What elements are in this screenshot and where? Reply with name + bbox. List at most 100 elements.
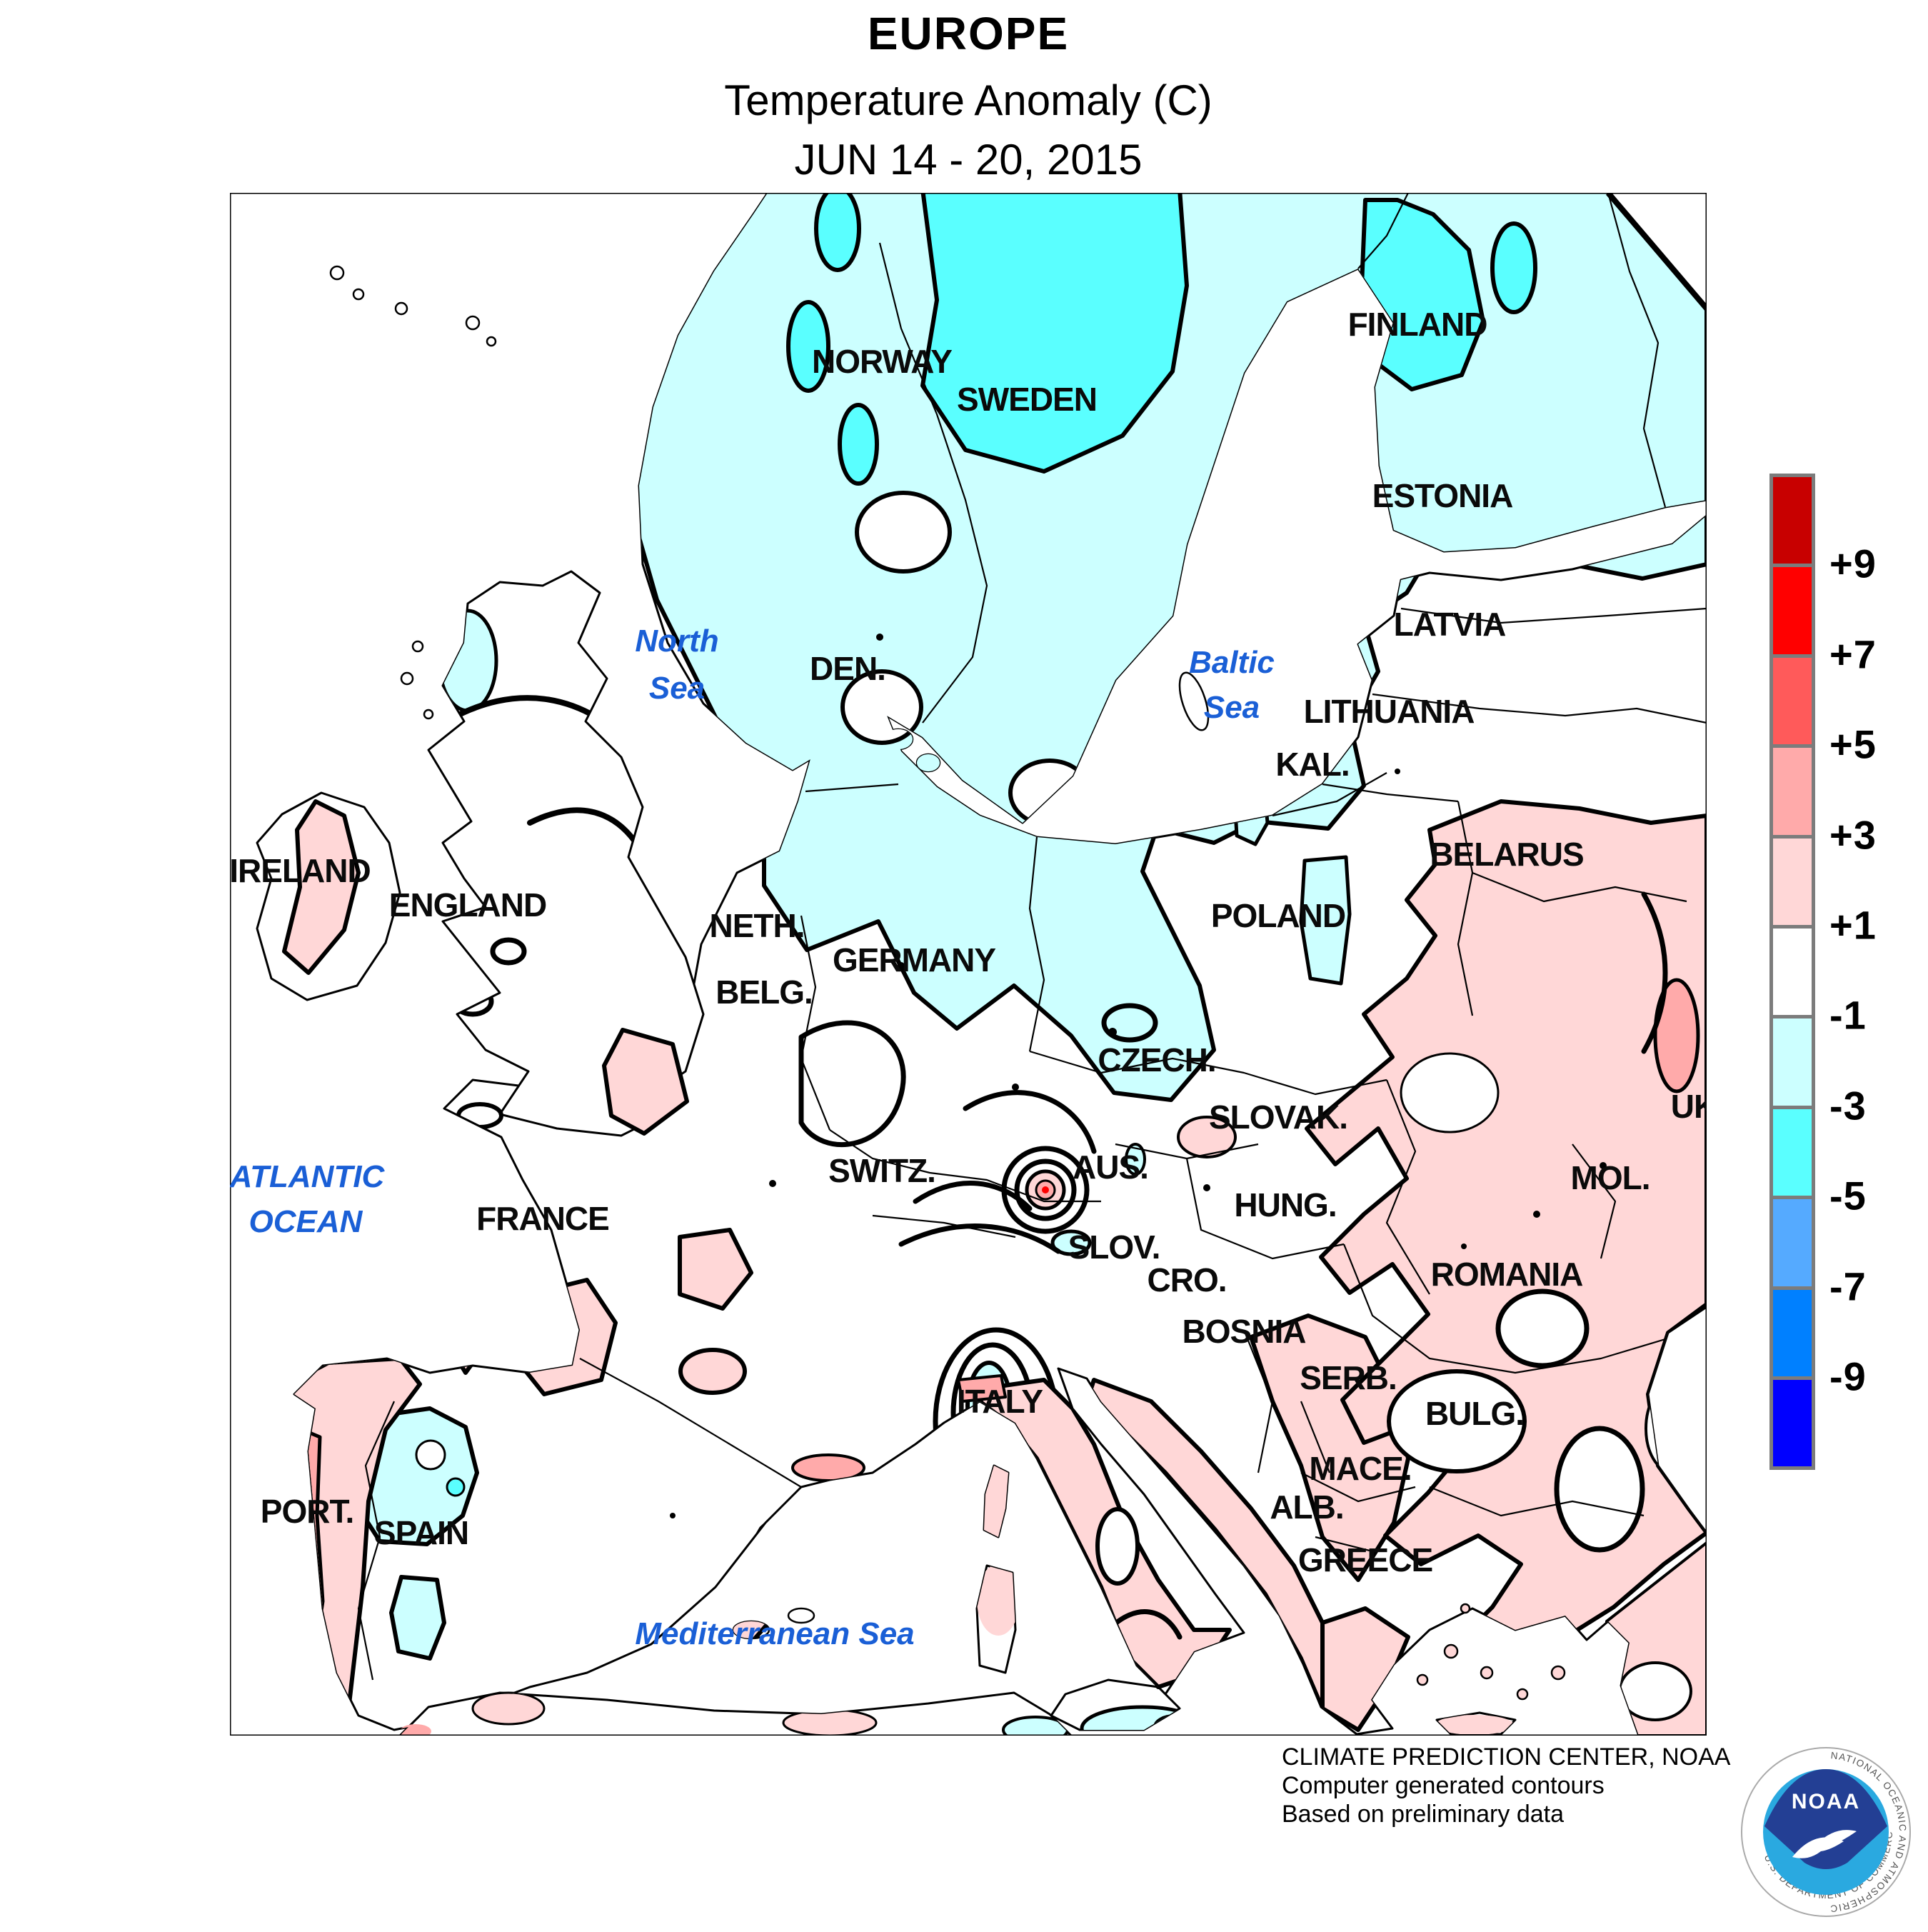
anomaly-spain-cyan-2: [389, 1575, 446, 1661]
pink-france-2: [513, 1278, 618, 1396]
land-great-britain: [427, 570, 705, 1137]
legend-color-box-8: [1769, 1196, 1815, 1290]
country-label-slovak: SLOVAK.: [1209, 1098, 1347, 1136]
country-label-slov: SLOV.: [1068, 1228, 1160, 1266]
map-subtitle: Temperature Anomaly (C): [724, 76, 1212, 124]
spain-cyan-inner-spot: [446, 1477, 466, 1497]
country-label-kal: KAL.: [1275, 746, 1349, 783]
country-label-sweden: SWEDEN: [957, 381, 1097, 418]
country-label-bosnia: BOSNIA: [1183, 1313, 1306, 1350]
logo-dark-blue-sky: [1764, 1769, 1887, 1869]
legend-color-box-0: [1769, 474, 1815, 568]
country-label-port: PORT.: [261, 1493, 353, 1530]
legend-tick-label-p5: +5: [1829, 721, 1877, 767]
country-label-poland: POLAND: [1211, 897, 1345, 934]
legend-color-box-2: [1769, 654, 1815, 749]
salmon-liguria: [957, 1374, 1007, 1403]
country-label-neth: NETH.: [710, 907, 805, 944]
country-label-mace: MACE.: [1309, 1450, 1411, 1487]
legend-color-box-1: [1769, 564, 1815, 658]
sea-label-sea: Sea: [1204, 690, 1260, 725]
salmon-russia: [1653, 978, 1700, 1093]
pink-france-4: [678, 1348, 747, 1395]
pink-england: [602, 1028, 689, 1136]
title-block: EUROPE Temperature Anomaly (C) JUN 14 - …: [254, 7, 1682, 184]
country-label-hung: HUNG.: [1234, 1186, 1336, 1223]
white-hole-south-sweden: [1008, 759, 1091, 827]
white-hole-turkey: [1618, 1661, 1692, 1721]
country-label-serb: SERB.: [1300, 1359, 1397, 1396]
pink-sardinia: [977, 1564, 1020, 1636]
country-label-lithuania: LITHUANIA: [1304, 693, 1475, 730]
pink-africa-2: [782, 1708, 878, 1736]
legend-tick-label-m9: -9: [1829, 1353, 1867, 1399]
pink-france-3: [678, 1228, 753, 1311]
pink-crete: [1435, 1715, 1514, 1735]
white-hole-italy-boot: [1095, 1507, 1140, 1586]
country-label-norway: NORWAY: [812, 343, 952, 380]
country-label-romania: ROMANIA: [1431, 1256, 1583, 1293]
sea-label-sea: Sea: [649, 671, 705, 706]
country-label-uk: UK: [1671, 1088, 1717, 1125]
map-title: EUROPE: [867, 8, 1070, 59]
country-label-spain: SPAIN: [374, 1514, 468, 1551]
pink-africa-1: [471, 1691, 546, 1726]
country-label-england: ENGLAND: [389, 886, 546, 924]
pink-ireland: [282, 799, 361, 975]
country-borders: [357, 193, 1707, 1681]
legend-tick-label-p9: +9: [1829, 541, 1877, 586]
country-label-aus: AUS.: [1073, 1148, 1148, 1186]
anomaly-sicily-cyan: [1080, 1705, 1205, 1736]
legend-color-box-3: [1769, 744, 1815, 839]
sea-label-baltic: Baltic: [1189, 645, 1275, 680]
legend-color-box-10: [1769, 1376, 1815, 1471]
legend-tick-label-m5: -5: [1829, 1173, 1867, 1218]
white-hole-bulgaria: [1387, 1369, 1527, 1473]
country-label-belg: BELG.: [716, 973, 813, 1011]
credits-line2: Computer generated contours: [1282, 1772, 1605, 1799]
country-label-finland: FINLAND: [1348, 306, 1487, 343]
legend-color-box-6: [1769, 1015, 1815, 1109]
legend-color-box-7: [1769, 1105, 1815, 1200]
contour-dots: [470, 634, 1607, 1518]
spain-cyan-white-hole: [415, 1439, 446, 1471]
country-label-ireland: IRELAND: [229, 852, 370, 889]
logo-seagull-wing: [1817, 1830, 1857, 1847]
logo-acronym: NOAA: [1792, 1790, 1860, 1813]
country-label-switz: SWITZ.: [828, 1152, 935, 1189]
legend-color-box-4: [1769, 834, 1815, 929]
legend-color-box-5: [1769, 925, 1815, 1019]
country-label-czech: CZECH.: [1098, 1041, 1215, 1078]
sea-label-atlantic: ATLANTIC: [229, 1159, 386, 1194]
pink-france-1: [439, 1213, 501, 1375]
noaa-logo: NATIONAL OCEANIC AND ATMOSPHERIC ADMINIS…: [1737, 1743, 1911, 1917]
white-hole-bucharest: [1495, 1288, 1590, 1368]
white-hole-oslo: [855, 491, 952, 574]
legend-tick-label-m7: -7: [1829, 1263, 1867, 1309]
anomaly-minus3-blobs: [786, 193, 1537, 486]
credits-block: CLIMATE PREDICTION CENTER, NOAA Computer…: [1282, 1743, 1730, 1828]
country-label-estonia: ESTONIA: [1372, 477, 1513, 514]
legend-tick-label-p1: +1: [1829, 902, 1877, 948]
legend-tick-label-m1: -1: [1829, 992, 1867, 1038]
anomaly-austria-cyan: [1125, 1143, 1146, 1176]
map-date-range: JUN 14 - 20, 2015: [794, 136, 1143, 184]
sea-label-ocean: OCEAN: [249, 1204, 363, 1239]
country-label-bulg: BULG.: [1425, 1395, 1524, 1432]
country-label-germany: GERMANY: [833, 941, 995, 978]
pink-greece: [1320, 1606, 1410, 1732]
credits-line1: CLIMATE PREDICTION CENTER, NOAA: [1282, 1743, 1731, 1771]
legend-tick-label-p7: +7: [1829, 631, 1877, 677]
sea-label-north: North: [635, 624, 718, 659]
anomaly-slovenia-cyan: [1050, 1229, 1092, 1256]
salmon-morocco: [400, 1724, 431, 1736]
legend-tick-label-m3: -3: [1829, 1083, 1867, 1128]
country-label-den: DEN.: [810, 650, 885, 687]
legend-color-box-9: [1769, 1286, 1815, 1380]
country-label-latvia: LATVIA: [1394, 606, 1506, 643]
country-label-greece: GREECE: [1298, 1541, 1432, 1578]
country-label-mol: MOL.: [1571, 1159, 1650, 1196]
